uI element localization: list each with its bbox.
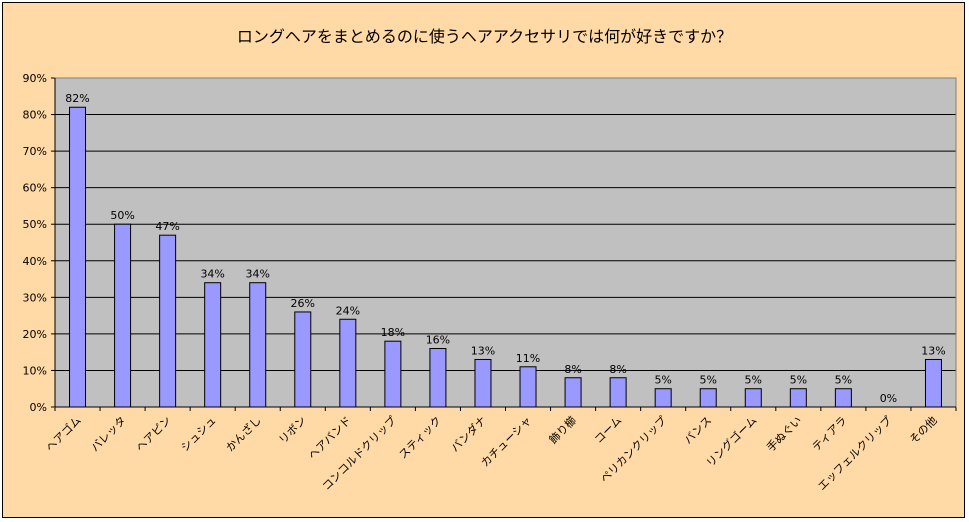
data-label: 0%: [880, 392, 897, 405]
category-label: その他: [907, 414, 940, 447]
bar: [924, 358, 942, 408]
y-tick-label: 50%: [23, 218, 47, 231]
bar: [519, 366, 537, 408]
data-label: 16%: [426, 334, 450, 347]
data-label: 82%: [65, 92, 89, 105]
y-tick-label: 20%: [23, 328, 47, 341]
y-tick-label: 10%: [23, 364, 47, 377]
y-tick-label: 90%: [23, 72, 47, 85]
data-label: 8%: [609, 363, 626, 376]
data-label: 8%: [564, 363, 581, 376]
bar: [249, 282, 267, 408]
data-label: 34%: [245, 268, 269, 281]
data-label: 5%: [790, 374, 807, 387]
category-label: ヘアゴム: [43, 413, 84, 454]
bar: [159, 234, 177, 408]
category-label: ヘアピン: [133, 414, 173, 454]
category-label: バレッタ: [88, 414, 128, 454]
bar: [204, 282, 222, 408]
data-label: 24%: [336, 304, 360, 317]
plot-area: [55, 78, 956, 407]
bar: [429, 348, 447, 408]
bar: [789, 388, 807, 408]
y-tick-label: 80%: [23, 109, 47, 122]
bar: [384, 340, 402, 408]
data-label: 26%: [291, 297, 315, 310]
category-label: スティック: [396, 414, 444, 462]
y-tick-label: 70%: [23, 145, 47, 158]
category-label: バンダナ: [448, 413, 489, 454]
category-label: 飾り櫛: [546, 413, 579, 446]
data-label: 47%: [155, 220, 179, 233]
chart-svg: 0% 10% 20% 30% 40% 50% 60% 70% 80% 90% 82% 50% 47% 3…: [23, 72, 957, 493]
bar: [834, 388, 852, 408]
category-label: かんざし: [223, 413, 264, 454]
y-tick-label: 40%: [23, 255, 47, 268]
category-label: コーム: [592, 414, 624, 446]
bar: [69, 106, 87, 408]
bar: [609, 377, 627, 408]
y-tick-label: 60%: [23, 182, 47, 195]
category-label: 手ぬぐい: [763, 413, 804, 454]
bar: [294, 311, 312, 408]
bar: [114, 223, 132, 408]
y-tick-label: 0%: [30, 401, 47, 414]
category-label: ティアラ: [810, 414, 850, 454]
data-label: 11%: [516, 352, 540, 365]
data-label: 13%: [921, 344, 945, 357]
category-label: ヘアバンド: [306, 414, 354, 462]
data-label: 18%: [381, 326, 405, 339]
bar: [744, 388, 762, 408]
bar: [339, 318, 357, 408]
data-label: 50%: [110, 209, 134, 222]
category-label: バンス: [682, 414, 715, 447]
data-label: 13%: [471, 344, 495, 357]
bar: [654, 388, 672, 408]
chart-title: ロングヘアをまとめるのに使うヘアアクセサリでは何が好きですか？: [236, 27, 733, 46]
category-label: リボン: [276, 414, 309, 447]
category-labels: ヘアゴム バレッタ ヘアピン シュシュ かんざし リボンヘアバンドコンコルドクリップスティ…: [43, 413, 940, 493]
category-label: シュシュ: [178, 414, 218, 454]
data-label: 5%: [745, 374, 762, 387]
y-tick-label: 30%: [23, 291, 47, 304]
bar: [474, 358, 492, 408]
y-tick-labels: 0% 10% 20% 30% 40% 50% 60% 70% 80% 90%: [23, 72, 47, 414]
gridlines: [51, 77, 957, 411]
data-label: 5%: [835, 374, 852, 387]
data-label: 5%: [654, 374, 671, 387]
bar: [564, 377, 582, 408]
data-label: 34%: [200, 268, 224, 281]
data-labels: 82% 50% 47% 34% 34% 26% 24% 18% 16% 13% 11% 8% 8% 5% 5…: [65, 92, 945, 405]
data-label: 5%: [699, 374, 716, 387]
axes: [54, 77, 957, 408]
bar: [699, 388, 717, 408]
